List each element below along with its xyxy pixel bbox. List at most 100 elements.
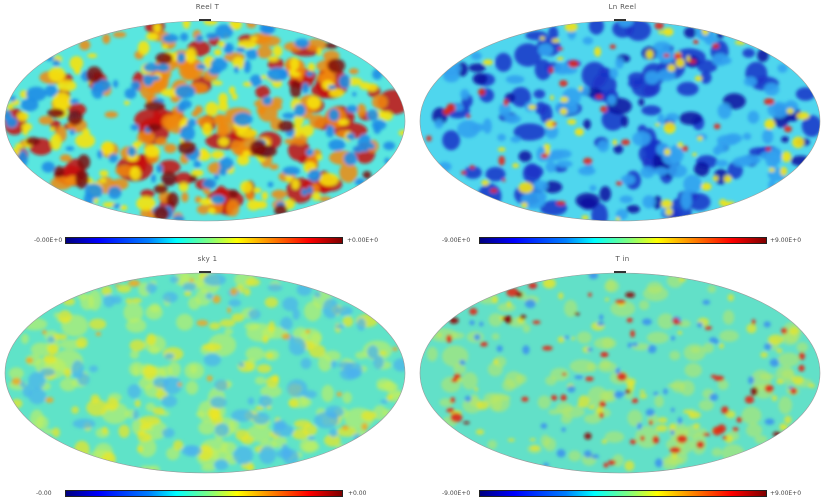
map-blob [557, 336, 565, 343]
map-blob [442, 130, 461, 151]
map-blob [58, 310, 72, 324]
map-blob [591, 454, 600, 459]
map-blob [328, 411, 338, 419]
map-blob [236, 155, 250, 166]
map-blob [307, 169, 321, 182]
map-blob [768, 179, 776, 192]
map-blob [132, 409, 139, 420]
map-blob [182, 21, 191, 29]
map-blob [146, 32, 158, 41]
map-blob [550, 395, 558, 401]
map-blob [196, 319, 209, 327]
map-blob [228, 86, 236, 95]
map-blob [646, 281, 663, 294]
map-blob [437, 161, 452, 172]
map-blob [208, 207, 216, 214]
map-blob [176, 103, 187, 113]
map-blob [73, 66, 81, 75]
map-blob [258, 105, 278, 122]
map-blob [576, 404, 583, 407]
map-blob [82, 128, 90, 136]
map-blob [174, 84, 196, 99]
map-blob [498, 155, 505, 166]
map-blob [715, 159, 729, 168]
map-blob [583, 157, 593, 165]
map-blob [764, 83, 780, 96]
map-blob [42, 329, 47, 335]
map-blob [460, 88, 470, 100]
map-blob [696, 59, 718, 73]
map-blob [732, 156, 752, 167]
map-blob [585, 376, 594, 382]
map-blob [620, 115, 629, 128]
map-blob [182, 282, 197, 291]
map-blob [645, 49, 654, 60]
map-blob [118, 424, 130, 438]
map-blob [180, 32, 189, 42]
map-blob [627, 409, 643, 427]
map-blob [95, 332, 102, 336]
map-blob [229, 287, 238, 296]
map-blob [311, 183, 320, 193]
map-blob [777, 352, 800, 367]
map-blob [171, 51, 178, 62]
map-blob [352, 92, 357, 97]
map-blob [624, 460, 635, 472]
map-blob [764, 343, 772, 351]
map-blob [208, 65, 222, 76]
map-blob [683, 344, 706, 362]
map-blob [343, 152, 358, 166]
map-blob [150, 75, 161, 81]
map-blob [677, 319, 691, 328]
map-blob [246, 465, 255, 472]
map-blob [677, 416, 683, 425]
map-blob [604, 431, 625, 443]
map-blob [289, 68, 296, 76]
map-blob [307, 186, 313, 194]
map-blob [646, 331, 669, 344]
map-blob [528, 282, 538, 289]
map-blob [398, 129, 405, 136]
map-blob [561, 372, 567, 376]
map-blob [736, 417, 743, 423]
map-blob [196, 63, 207, 70]
map-blob [669, 446, 681, 454]
map-blob [282, 449, 299, 465]
map-blob [243, 60, 251, 74]
map-blob [617, 391, 626, 396]
map-blob [588, 21, 604, 35]
map-blob [450, 412, 463, 423]
map-blob [206, 32, 218, 40]
map-blob [130, 124, 140, 131]
map-blob [52, 427, 60, 438]
map-blob [741, 406, 762, 425]
map-blob [712, 146, 722, 156]
map-blob [206, 375, 213, 382]
map-blob [162, 291, 178, 303]
map-blob [205, 101, 219, 116]
map-blob [667, 64, 676, 72]
map-blob [654, 458, 663, 468]
colorbar [479, 237, 767, 244]
map-blob [680, 190, 692, 210]
map-blob [117, 284, 131, 293]
map-blob [469, 320, 475, 326]
map-blob [689, 59, 697, 64]
map-blob [181, 445, 202, 457]
map-blob [522, 345, 530, 355]
colorbar-min-label: -9.00E+0 [442, 237, 471, 244]
map-blob [181, 192, 189, 203]
map-blob [482, 59, 494, 66]
map-blob [203, 273, 227, 286]
map-blob [558, 292, 564, 300]
map-blob [173, 215, 185, 221]
map-blob [504, 371, 523, 389]
map-blob [335, 306, 353, 316]
map-blob [241, 435, 254, 445]
map-blob [530, 445, 540, 451]
map-blob [356, 103, 367, 117]
map-blob [554, 149, 572, 159]
map-blob [560, 394, 567, 402]
map-blob [203, 353, 221, 367]
map-blob [152, 407, 165, 416]
